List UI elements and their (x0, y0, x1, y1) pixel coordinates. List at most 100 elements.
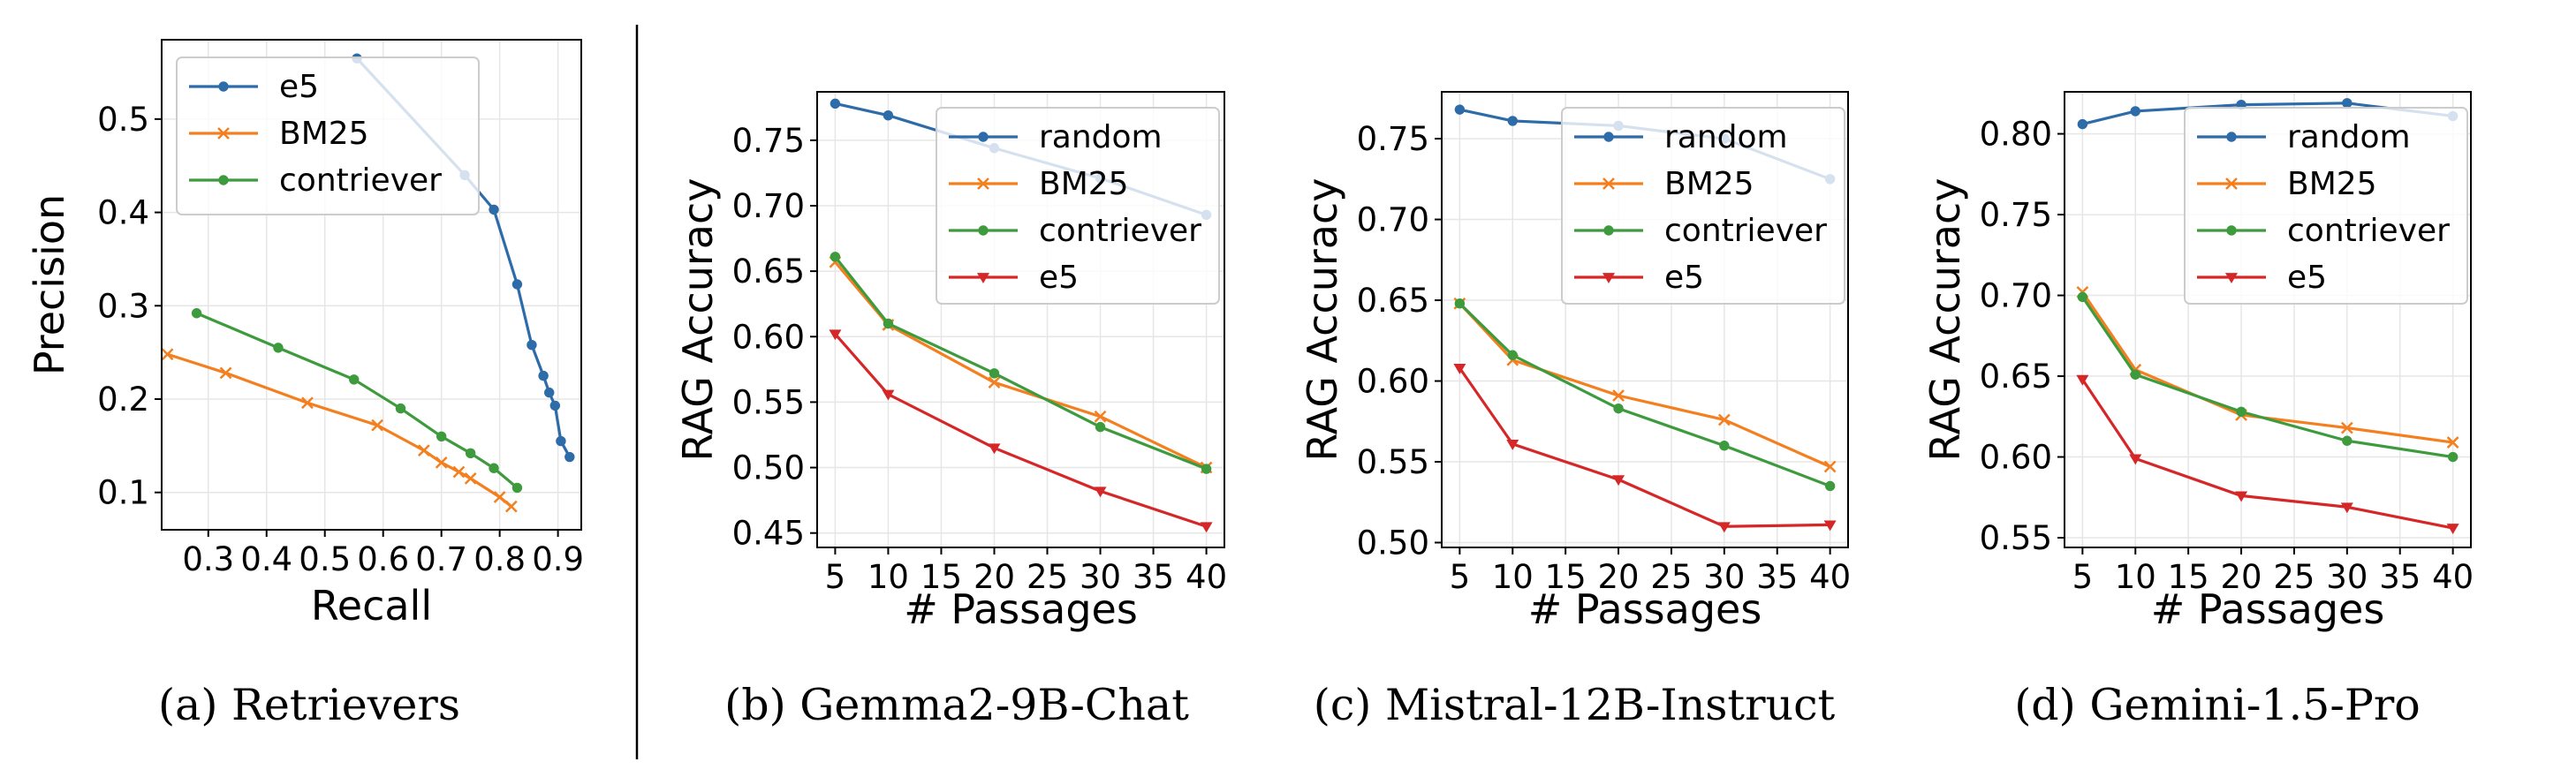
data-point-contriever (2236, 406, 2246, 417)
y-tick-label: 0.55 (732, 383, 805, 421)
data-point-e5 (544, 387, 555, 398)
legend-label-random: random (1664, 119, 1788, 155)
x-tick-label: 20 (2221, 558, 2262, 596)
y-axis-label: RAG Accuracy (1299, 177, 1346, 461)
plot-frame (2064, 91, 2472, 548)
data-point-e5 (988, 443, 1001, 455)
plot-frame (816, 91, 1225, 548)
y-tick-label: 0.75 (1980, 196, 2052, 234)
y-axis-label: Precision (26, 194, 73, 375)
data-point-contriever (883, 318, 894, 329)
legend-label-contriever: contriever (2287, 213, 2450, 249)
data-point-random (1454, 104, 1466, 115)
data-point-BM25 (452, 465, 466, 479)
marker-stroke (1094, 410, 1107, 423)
x-tick-label: 35 (1756, 558, 1798, 596)
series-line-contriever (1458, 302, 1831, 487)
legend-label-contriever: contriever (1039, 213, 1201, 249)
legend-marker-random (2226, 132, 2237, 142)
legend-box (2184, 107, 2468, 305)
data-point-e5 (549, 400, 561, 411)
legend-marker-BM25 (217, 127, 230, 140)
x-tick-label: 20 (974, 558, 1015, 596)
legend-marker-e5 (2225, 273, 2238, 283)
legend-label-BM25: BM25 (279, 116, 369, 152)
y-tick-label: 0.5 (97, 101, 149, 139)
data-point-contriever (989, 368, 1000, 379)
x-tick-label: 35 (2379, 558, 2421, 596)
x-tick-label: 30 (1703, 558, 1745, 596)
x-axis-label: # Passages (2151, 585, 2385, 633)
legend: random BM25 contriever e5 (936, 107, 1220, 305)
y-tick-label: 0.60 (1357, 363, 1429, 401)
legend-marker-random (1603, 132, 1614, 142)
subfigure-caption: (c) Mistral-12B-Instruct (1314, 680, 1836, 730)
data-point-BM25 (301, 396, 314, 410)
data-point-contriever (395, 403, 406, 414)
marker-stroke (2340, 421, 2353, 434)
marker-stroke (1612, 389, 1625, 402)
data-point-e5 (2446, 524, 2459, 535)
series-line-e5 (1458, 366, 1830, 528)
marker-stroke (2446, 436, 2459, 449)
legend-marker-contriever (218, 175, 229, 185)
legend-label-BM25: BM25 (1664, 166, 1754, 202)
data-point-BM25 (417, 444, 430, 457)
x-axis-label: # Passages (1528, 585, 1762, 633)
series-line-contriever (195, 312, 519, 489)
data-point-e5 (2235, 491, 2248, 502)
data-point-contriever (830, 252, 841, 262)
legend-label-random: random (1039, 119, 1163, 155)
chart-panel-1: 0.3 0.4 0.5 0.6 0.7 0.8 0.90.10.20.30.40.5Reca… (26, 39, 584, 730)
data-point-BM25 (1823, 460, 1837, 473)
data-point-BM25 (2446, 436, 2459, 449)
data-point-BM25 (493, 491, 506, 503)
legend: random BM25 contriever e5 (2184, 107, 2468, 305)
data-point-contriever (1095, 421, 1106, 433)
x-tick-label: 10 (2115, 558, 2156, 596)
x-tick-label: 25 (1650, 558, 1692, 596)
data-point-e5 (1717, 522, 1731, 533)
legend-marker-e5 (1602, 273, 1615, 283)
x-tick-label: 25 (2273, 558, 2315, 596)
y-tick-label: 0.45 (732, 515, 805, 553)
y-tick-label: 0.75 (1357, 120, 1429, 158)
data-point-e5 (1823, 520, 1837, 532)
data-point-BM25 (504, 500, 518, 513)
marker-stroke (1717, 413, 1731, 426)
data-point-random (2342, 98, 2352, 109)
data-point-random (2130, 106, 2140, 117)
marker-stroke (161, 348, 174, 361)
data-point-contriever (436, 431, 447, 441)
legend-label-contriever: contriever (1664, 213, 1827, 249)
marker-stroke (301, 396, 314, 410)
legend-marker-BM25 (977, 177, 989, 190)
plot-frame (1441, 91, 1849, 548)
data-point-e5 (882, 389, 895, 401)
x-tick-label: 0.7 (415, 540, 467, 578)
chart-panel-4: 5 10 15 20 25 30 35 40 0.55 0.60 0.65 0.70 0.75 0.80 #… (1921, 91, 2474, 730)
data-point-BM25 (1717, 413, 1731, 426)
marker-stroke (988, 376, 1001, 389)
x-tick-label: 20 (1598, 558, 1640, 596)
legend-marker-BM25 (2225, 177, 2238, 190)
data-point-contriever (511, 482, 523, 494)
data-point-contriever (349, 374, 360, 385)
legend: e5 BM25 contriever (176, 57, 480, 215)
data-point-random (1507, 116, 1518, 126)
data-point-contriever (191, 308, 202, 319)
data-point-BM25 (371, 419, 383, 432)
data-point-contriever (1507, 350, 1518, 360)
y-tick-label: 0.65 (1980, 358, 2052, 396)
marker-stroke (2225, 177, 2238, 190)
x-tick-label: 35 (1133, 558, 1174, 596)
x-tick-label: 40 (1809, 558, 1851, 596)
legend-label-e5: e5 (1039, 260, 1079, 296)
y-tick-label: 0.55 (1357, 443, 1429, 481)
x-tick-label: 30 (1080, 558, 1121, 596)
x-tick-label: 0.8 (474, 540, 526, 578)
y-tick-label: 0.2 (97, 381, 149, 419)
chart-panel-3: 5 10 15 20 25 30 35 40 0.50 0.55 0.60 0.65 0.70 0.75 #… (1299, 91, 1851, 730)
x-tick-label: 10 (1492, 558, 1534, 596)
